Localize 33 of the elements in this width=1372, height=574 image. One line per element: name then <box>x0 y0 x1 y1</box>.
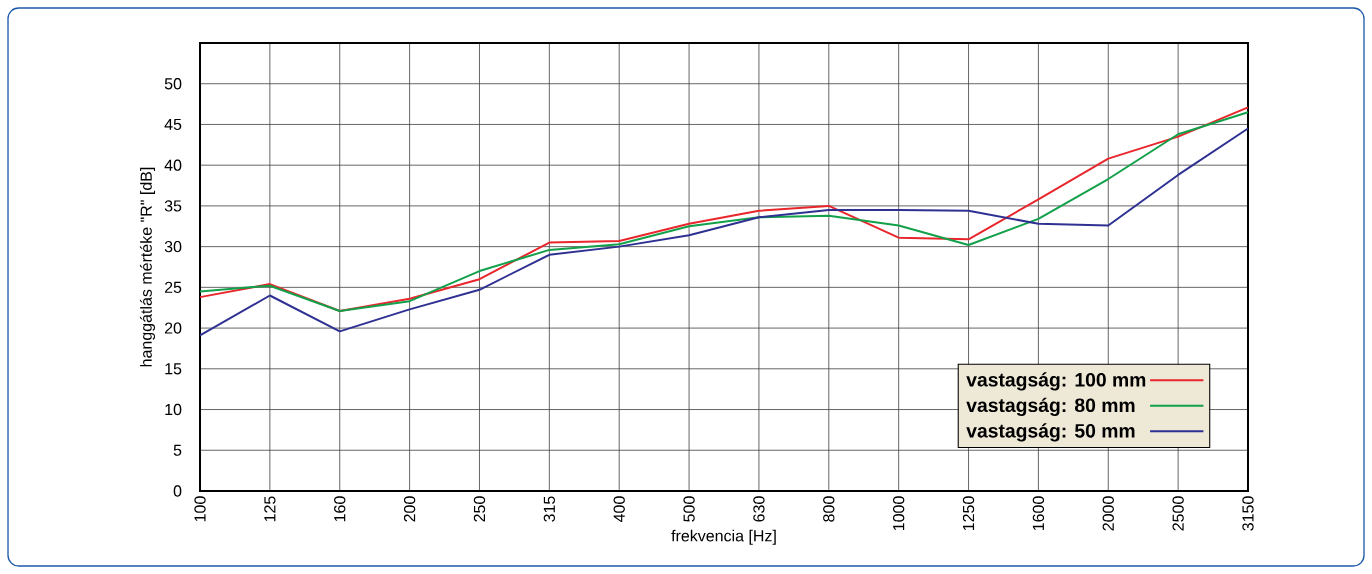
legend-label: vastagság: 50 mm <box>966 423 1135 442</box>
x-tick-label: 100 <box>194 496 206 522</box>
x-tick-label: 315 <box>543 496 555 522</box>
x-tick-label: 500 <box>683 496 695 522</box>
y-axis-title: hanggátlás mértéke "R" [dB] <box>139 167 156 367</box>
y-tick-label: 20 <box>164 322 182 334</box>
x-tick-label: 125 <box>264 496 276 522</box>
y-tick-label: 15 <box>165 363 182 375</box>
y-tick-label: 35 <box>164 200 182 212</box>
legend-label: vastagság: 100 mm <box>966 372 1146 391</box>
y-tick-label: 50 <box>164 78 182 90</box>
x-tick-label: 1000 <box>893 496 905 531</box>
x-tick-label: 3150 <box>1242 496 1254 531</box>
y-tick-label: 40 <box>164 159 182 171</box>
x-axis-title: frekvencia [Hz] <box>671 529 776 545</box>
y-tick-label: 30 <box>164 240 182 253</box>
x-tick-label: 400 <box>613 496 625 523</box>
y-tick-label: 25 <box>164 281 182 294</box>
x-tick-label: 2500 <box>1172 496 1184 531</box>
y-tick-label: 0 <box>173 485 182 497</box>
x-tick-label: 200 <box>403 496 416 522</box>
legend-label: vastagság: 80 mm <box>966 397 1135 417</box>
x-tick-label: 800 <box>823 496 835 522</box>
x-tick-label: 2000 <box>1102 496 1114 531</box>
x-tick-label: 1250 <box>962 496 975 531</box>
x-tick-label: 250 <box>473 496 486 522</box>
x-tick-label: 1600 <box>1032 496 1045 531</box>
y-tick-label: 10 <box>165 403 182 416</box>
y-tick-label: 5 <box>173 444 182 456</box>
y-tick-label: 45 <box>164 118 182 131</box>
line-series <box>199 127 1249 337</box>
x-tick-label: 630 <box>753 496 765 522</box>
x-tick-label: 160 <box>334 496 346 522</box>
